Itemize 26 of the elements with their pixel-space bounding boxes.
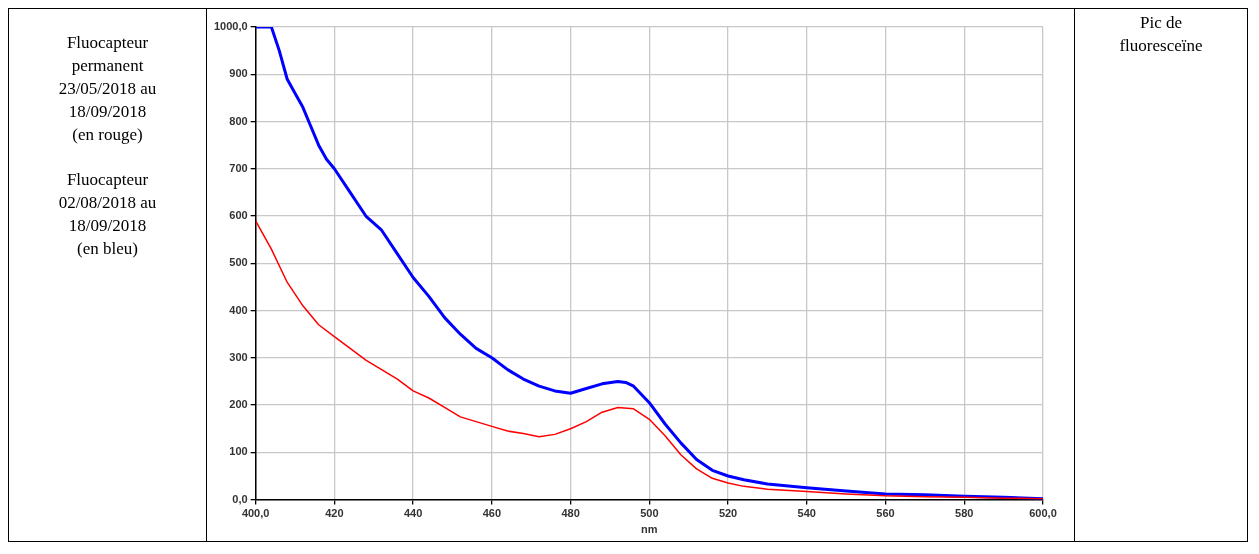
x-tick-label: 500 — [640, 507, 659, 520]
y-tick-label: 200 — [229, 398, 248, 411]
y-tick-label: 1000,0 — [213, 20, 248, 33]
y-tick-label: 800 — [229, 114, 248, 127]
x-tick-label: 440 — [403, 507, 423, 520]
x-tick-label: 480 — [561, 507, 580, 520]
y-tick-label: 300 — [229, 350, 248, 363]
text: Fluocapteur permanent 23/05/2018 au 18/09/2018 (en rouge) — [57, 32, 158, 146]
y-tick-label: 900 — [229, 67, 248, 80]
x-tick-label: 560 — [876, 507, 895, 520]
x-tick-label: 540 — [797, 507, 816, 520]
y-tick-label: 500 — [229, 256, 248, 269]
x-tick-label: 400,0 — [241, 507, 270, 520]
x-axis-title: nm — [641, 523, 658, 536]
y-tick-label: 100 — [229, 445, 248, 458]
y-tick-label: 0,0 — [232, 492, 248, 505]
x-tick-label: 580 — [955, 507, 974, 520]
x-tick-label: 520 — [718, 507, 738, 520]
x-tick-label: 420 — [325, 507, 344, 520]
x-tick-label: 460 — [482, 507, 502, 520]
x-tick-label: 600,0 — [1029, 507, 1057, 520]
y-tick-label: 700 — [229, 161, 248, 174]
text: Pic de fluoresceïne — [1118, 12, 1204, 57]
y-tick-label: 400 — [229, 303, 248, 316]
y-tick-label: 600 — [229, 209, 248, 222]
text: Fluocapteur 02/08/2018 au 18/09/2018 (en bleu) — [57, 169, 158, 260]
